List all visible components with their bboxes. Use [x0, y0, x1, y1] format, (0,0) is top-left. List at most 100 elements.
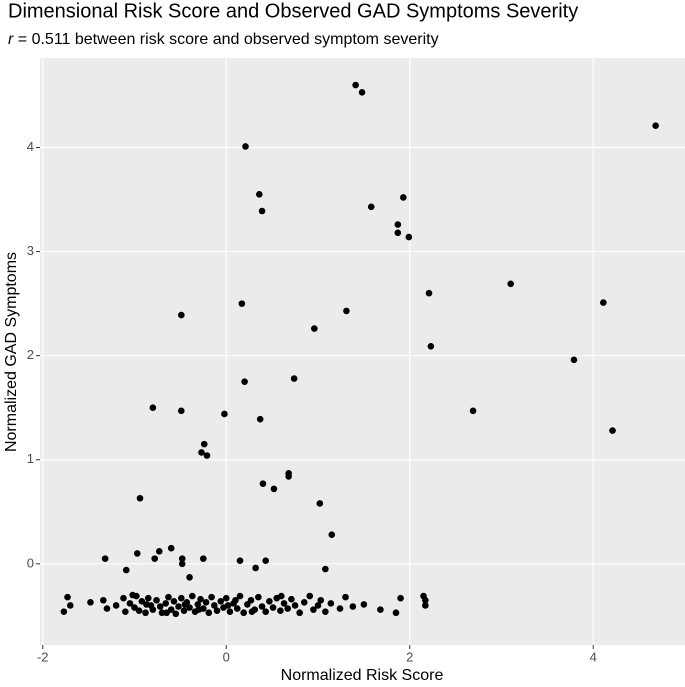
- point: [103, 605, 111, 612]
- point: [136, 494, 144, 502]
- point: [200, 555, 207, 562]
- point: [222, 594, 230, 602]
- point: [328, 531, 336, 538]
- point: [306, 592, 314, 600]
- point: [296, 609, 303, 617]
- point: [181, 601, 189, 608]
- point: [178, 555, 186, 562]
- point: [200, 440, 208, 448]
- point: [300, 599, 308, 606]
- point: [256, 415, 264, 423]
- y-tick-label: 0: [27, 555, 34, 570]
- point: [310, 606, 317, 613]
- point: [175, 603, 182, 610]
- x-tick-label: -2: [37, 649, 49, 664]
- point: [284, 605, 292, 612]
- point: [314, 602, 322, 609]
- point: [269, 604, 277, 611]
- point: [394, 221, 402, 228]
- point: [211, 602, 218, 609]
- point: [405, 233, 413, 241]
- point: [126, 600, 134, 607]
- point: [507, 280, 514, 288]
- x-tick-label: 2: [406, 649, 413, 664]
- point: [186, 574, 193, 581]
- point: [144, 594, 152, 602]
- point: [208, 593, 215, 601]
- y-tick-label: 3: [27, 243, 34, 258]
- point: [153, 596, 160, 604]
- point: [133, 550, 141, 557]
- point: [224, 602, 232, 609]
- point: [87, 599, 94, 606]
- point: [600, 299, 607, 306]
- subtitle-symbol: r: [8, 31, 14, 48]
- point: [149, 606, 157, 613]
- point: [652, 122, 659, 129]
- point: [311, 325, 318, 332]
- point: [197, 595, 204, 603]
- point: [167, 544, 175, 552]
- point: [392, 609, 400, 617]
- point: [252, 564, 259, 572]
- point: [570, 356, 578, 364]
- point: [221, 410, 228, 418]
- point: [163, 609, 170, 617]
- point: [178, 560, 186, 568]
- point: [367, 203, 375, 211]
- point: [177, 311, 185, 319]
- point: [342, 593, 349, 601]
- point: [469, 407, 477, 415]
- point: [262, 557, 270, 564]
- point: [205, 609, 213, 617]
- plot-panel: [40, 58, 685, 645]
- point: [352, 81, 359, 89]
- point: [397, 594, 404, 602]
- point: [394, 229, 402, 237]
- point: [247, 596, 255, 604]
- point: [255, 593, 262, 601]
- point: [238, 300, 246, 307]
- point: [122, 608, 129, 615]
- point: [203, 452, 211, 459]
- point: [213, 607, 221, 614]
- point: [135, 607, 143, 614]
- point: [162, 600, 169, 607]
- point: [316, 500, 324, 507]
- point: [322, 565, 329, 573]
- point: [288, 595, 295, 603]
- point: [422, 602, 429, 609]
- y-tick-label: 2: [27, 347, 34, 362]
- point: [233, 605, 241, 612]
- point: [142, 609, 149, 617]
- point: [377, 606, 384, 613]
- point: [255, 191, 263, 198]
- point: [149, 404, 157, 412]
- point: [66, 602, 74, 609]
- point: [226, 608, 234, 615]
- point: [195, 606, 203, 613]
- point: [360, 601, 368, 608]
- point: [322, 608, 329, 615]
- point: [155, 548, 163, 555]
- point: [194, 601, 202, 608]
- point: [236, 557, 244, 564]
- point: [232, 596, 239, 604]
- point: [343, 307, 350, 315]
- point: [122, 566, 130, 574]
- point: [258, 603, 266, 610]
- point: [285, 473, 292, 480]
- point: [198, 449, 205, 456]
- chart-title: Dimensional Risk Score and Observed GAD …: [8, 0, 578, 22]
- point: [202, 599, 210, 606]
- point: [422, 596, 429, 604]
- point: [291, 602, 299, 609]
- point: [217, 597, 225, 605]
- point: [177, 407, 185, 415]
- point: [100, 596, 107, 604]
- point: [266, 597, 273, 605]
- y-axis-label: Normalized GAD Symptoms: [3, 252, 20, 452]
- point: [425, 289, 433, 297]
- subtitle-text: = 0.511 between risk score and observed …: [18, 31, 439, 48]
